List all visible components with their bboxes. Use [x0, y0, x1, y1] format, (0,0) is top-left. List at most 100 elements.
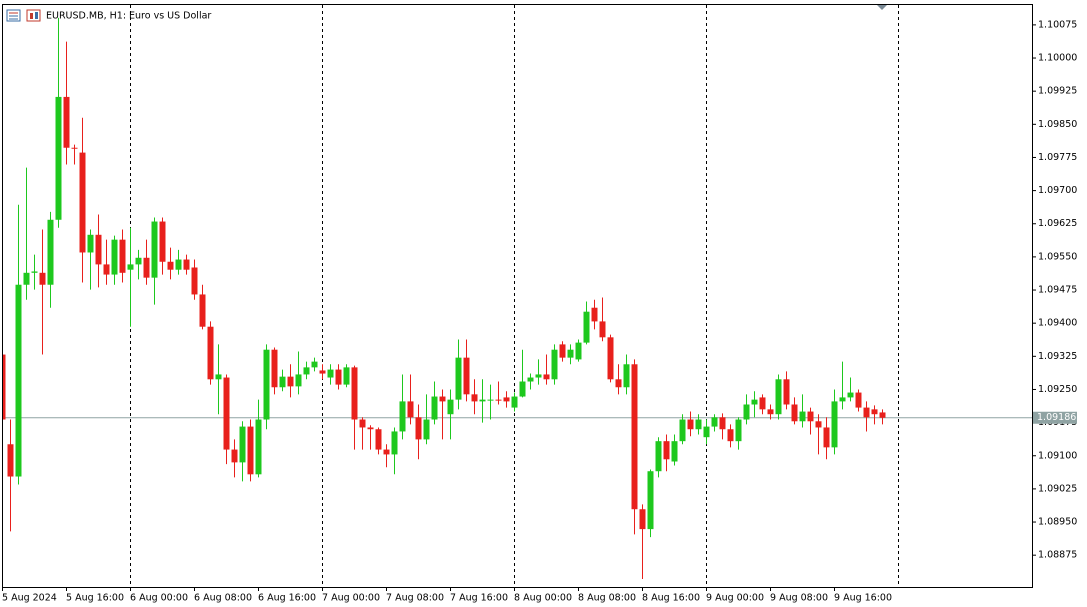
candle-body	[863, 407, 870, 418]
candle-body	[31, 271, 38, 273]
candle-body	[623, 364, 630, 388]
candle-body	[167, 261, 174, 270]
y-tick-label: 1.09325	[1038, 351, 1077, 362]
candle-body	[39, 272, 46, 285]
candle-body	[607, 337, 614, 380]
candle-body	[527, 377, 534, 382]
candle-body	[183, 259, 190, 270]
x-tick-label: 9 Aug 08:00	[770, 593, 828, 604]
current-price-tag	[1033, 411, 1077, 424]
candle-body	[567, 349, 574, 358]
y-tick-label: 1.09250	[1038, 384, 1077, 395]
y-tick-label: 1.09850	[1038, 119, 1077, 130]
x-tick-label: 8 Aug 00:00	[514, 593, 572, 604]
candle-body	[319, 370, 326, 374]
candle-body	[287, 376, 294, 387]
y-tick-label: 1.09400	[1038, 318, 1077, 329]
x-tick-label: 8 Aug 16:00	[642, 593, 700, 604]
candle-body	[7, 444, 14, 477]
candle-body	[871, 409, 878, 415]
candle-body	[47, 219, 54, 285]
y-tick-label: 1.09475	[1038, 285, 1077, 296]
candle-body	[711, 417, 718, 427]
candle-body	[415, 417, 422, 440]
y-tick-label: 1.10075	[1038, 19, 1077, 30]
x-tick-label: 9 Aug 00:00	[706, 593, 764, 604]
candle-body	[135, 257, 142, 265]
candle-body	[255, 419, 262, 475]
candle-body	[535, 374, 542, 378]
y-tick-label: 1.09100	[1038, 450, 1077, 461]
x-tick-label: 5 Aug 16:00	[66, 593, 124, 604]
candle-body	[159, 221, 166, 262]
candle-body	[383, 449, 390, 455]
candle-body	[879, 412, 886, 418]
candle-body	[775, 379, 782, 415]
y-tick-label: 1.09025	[1038, 483, 1077, 494]
candle-body	[23, 272, 30, 285]
candle-body	[239, 426, 246, 463]
candle-body	[463, 357, 470, 395]
candle-body	[71, 147, 78, 149]
x-tick-label: 5 Aug 2024	[2, 593, 57, 604]
candle-body	[55, 96, 62, 220]
candle-body	[231, 449, 238, 463]
candle-body	[727, 429, 734, 442]
plot-frame	[2, 4, 1033, 588]
candle-body	[191, 267, 198, 295]
candle-body	[151, 221, 158, 278]
y-tick-label: 1.09550	[1038, 251, 1077, 262]
candle-body	[735, 419, 742, 442]
candle-body	[215, 374, 222, 380]
candle-body	[455, 357, 462, 400]
candle-body	[327, 369, 334, 378]
candle-body	[447, 399, 454, 415]
candle-body	[519, 381, 526, 397]
candle-body	[671, 441, 678, 462]
candle-body	[175, 259, 182, 270]
candle-body	[839, 397, 846, 402]
candle-body	[399, 401, 406, 432]
candle-body	[343, 367, 350, 385]
x-tick-label: 6 Aug 08:00	[194, 593, 252, 604]
x-tick-label: 8 Aug 08:00	[578, 593, 636, 604]
candle-body	[95, 234, 102, 265]
candle-body	[799, 411, 806, 422]
candle-body	[743, 404, 750, 420]
candle-body	[807, 411, 814, 422]
candle-body	[647, 471, 654, 530]
candle-body	[823, 427, 830, 448]
candle-body	[719, 417, 726, 430]
y-tick-label: 1.08875	[1038, 550, 1077, 561]
x-tick-label: 7 Aug 08:00	[386, 593, 444, 604]
candle-body	[3, 354, 6, 420]
candle-body	[271, 349, 278, 388]
icons	[6, 9, 41, 22]
candle-body	[583, 311, 590, 343]
candle-body	[279, 376, 286, 388]
candle-body	[663, 441, 670, 460]
candle-body	[15, 284, 22, 477]
candle-body	[495, 399, 502, 401]
candle-body	[471, 394, 478, 402]
candle-body	[655, 441, 662, 472]
x-tick-label: 9 Aug 16:00	[834, 593, 892, 604]
candle-body	[591, 307, 598, 322]
candle-body	[199, 294, 206, 327]
x-tick-label: 7 Aug 00:00	[322, 593, 380, 604]
candle-body	[751, 399, 758, 405]
candle-body	[631, 364, 638, 510]
candle-body	[263, 349, 270, 420]
candle-body	[207, 326, 214, 380]
candle-body	[511, 396, 518, 408]
candle-body	[599, 321, 606, 338]
candle-body	[143, 257, 150, 278]
candle-body	[575, 342, 582, 360]
candle-body	[127, 264, 134, 270]
candle-body	[79, 152, 86, 253]
candle-body	[111, 239, 118, 275]
icon	[26, 9, 41, 22]
plot-area	[3, 5, 1032, 586]
